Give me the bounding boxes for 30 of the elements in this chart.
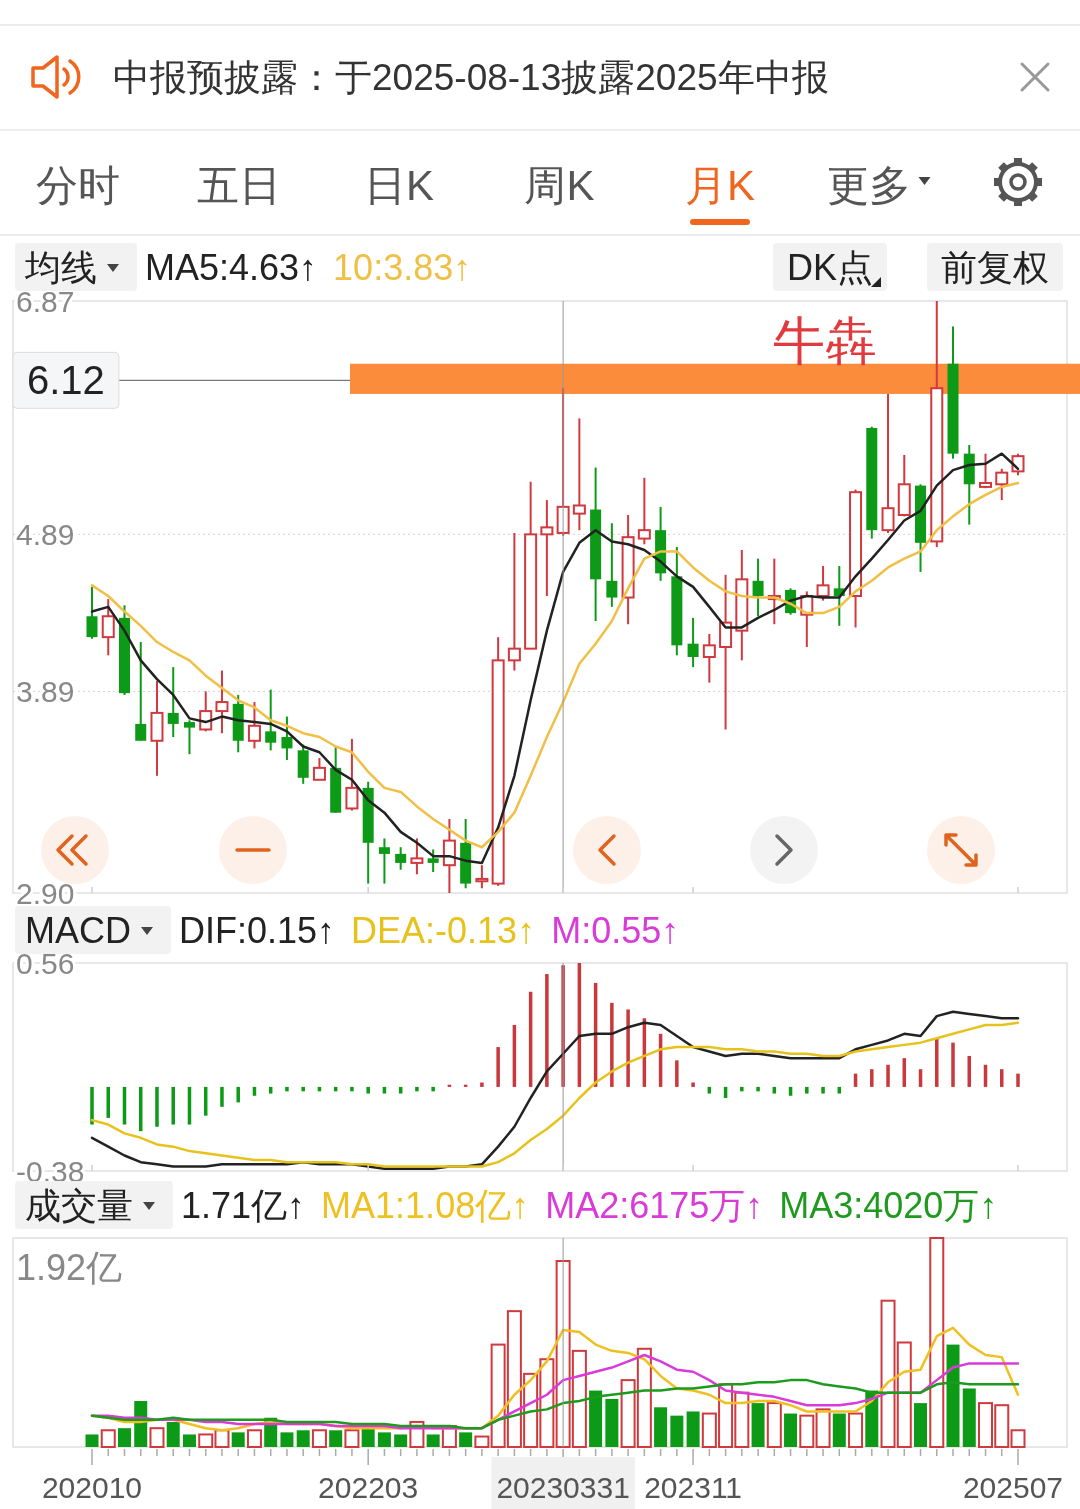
- text: 1.71亿↑: [181, 1185, 306, 1226]
- text: MA5:4.63↑: [145, 247, 318, 288]
- text: MA2:6175万↑: [545, 1185, 764, 1226]
- text: M:0.55↑: [551, 910, 680, 951]
- text: MA1:1.08亿↑: [321, 1185, 530, 1226]
- y-tick-label: 4.89: [16, 517, 75, 551]
- text: 月K: [684, 162, 756, 209]
- text: 10:3.83↑: [333, 247, 472, 288]
- band-label: 牛犇: [773, 311, 877, 370]
- text: DK点: [786, 247, 873, 288]
- text: MA3:4020万↑: [779, 1185, 998, 1226]
- x-tick-label: 202311: [644, 1471, 743, 1504]
- text: DEA:-0.13↑: [351, 910, 536, 951]
- text: 日K: [363, 162, 435, 209]
- legend-title: 成交量: [25, 1185, 133, 1226]
- text: 更多: [826, 162, 911, 209]
- text: 中报预披露：于2025-08-13披露2025年中报: [113, 57, 829, 98]
- x-tick-label: 202507: [962, 1471, 1063, 1504]
- x-tick-label: 202203: [318, 1471, 419, 1504]
- x-tick-label: 202010: [41, 1471, 143, 1504]
- text: 前复权: [941, 247, 1049, 288]
- text: 周K: [524, 162, 595, 209]
- text: 五日: [196, 162, 281, 209]
- ref-line-label: 6.12: [27, 358, 105, 403]
- y-tick-label: 2.90: [16, 876, 75, 910]
- x-tick-label: 20230331: [496, 1471, 630, 1504]
- annotation: 1.92亿: [16, 1247, 123, 1288]
- text: DIF:0.15↑: [179, 910, 336, 951]
- y-tick-label: 3.89: [16, 674, 75, 708]
- text: 分时: [36, 162, 120, 209]
